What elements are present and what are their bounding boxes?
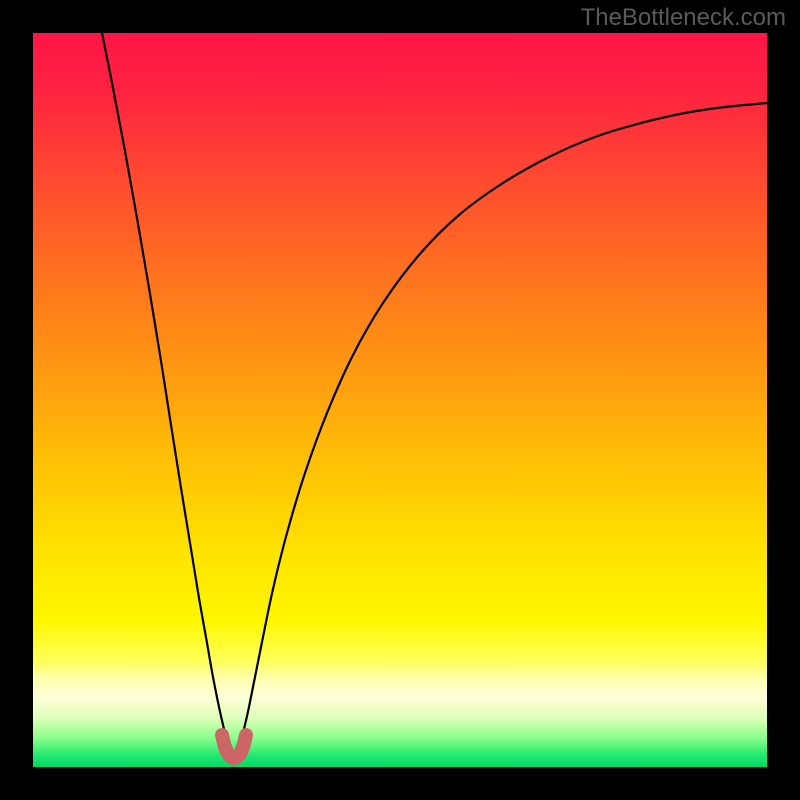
watermark-text: TheBottleneck.com bbox=[581, 4, 786, 32]
plot-area bbox=[33, 33, 767, 767]
gradient-chart-svg bbox=[33, 33, 767, 767]
gradient-background bbox=[33, 33, 767, 767]
chart-frame: TheBottleneck.com bbox=[0, 0, 800, 800]
